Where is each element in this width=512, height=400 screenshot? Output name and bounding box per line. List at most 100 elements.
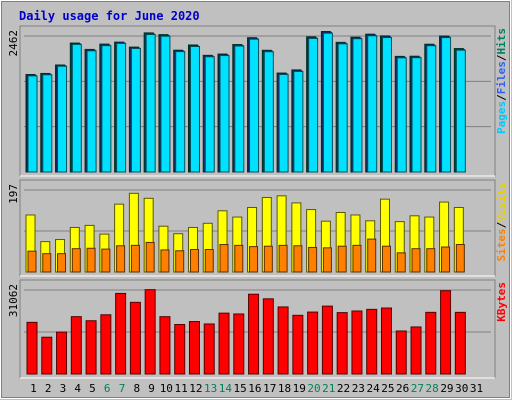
bar-kbytes-day-6	[100, 314, 112, 375]
bar-pages-day-23	[352, 38, 363, 173]
bar-pages-day-15	[234, 45, 245, 173]
bar-sites-day-30	[455, 244, 465, 273]
bar-pages-day-28	[426, 45, 437, 173]
bar-pages-day-7	[116, 42, 127, 173]
legend-kbytes: KBytes	[495, 282, 508, 322]
y-max-label: 31062	[7, 284, 20, 317]
bar-pages-day-17	[263, 51, 274, 173]
bar-kbytes-day-18	[277, 306, 289, 375]
legend-separator: /	[495, 221, 508, 228]
bar-sites-day-6	[101, 248, 111, 273]
x-tick-label-6: 6	[104, 382, 111, 395]
x-tick-label-8: 8	[133, 382, 140, 395]
bar-kbytes-day-22	[336, 312, 348, 375]
bar-sites-day-9	[145, 241, 155, 273]
y-max-label: 2462	[7, 30, 20, 57]
panel-visits_sites: 197 Sites/Visits	[7, 179, 508, 277]
x-tick-label-22: 22	[337, 382, 350, 395]
bar-pages-day-29	[441, 37, 452, 173]
bar-kbytes-day-1	[26, 321, 38, 375]
bar-kbytes-day-5	[85, 320, 97, 375]
bar-pages-day-5	[86, 50, 97, 173]
bar-pages-day-20	[308, 37, 319, 173]
x-tick-label-31: 31	[470, 382, 483, 395]
bar-kbytes-day-17	[262, 298, 274, 375]
bar-pages-day-18	[278, 74, 289, 173]
bar-kbytes-day-2	[41, 336, 53, 375]
x-tick-label-30: 30	[455, 382, 468, 395]
bar-pages-day-16	[249, 38, 260, 173]
x-tick-label-26: 26	[396, 382, 409, 395]
x-tick-label-10: 10	[160, 382, 173, 395]
bar-pages-day-10	[160, 35, 171, 173]
x-tick-label-25: 25	[381, 382, 394, 395]
bar-sites-day-29	[441, 246, 451, 273]
bar-kbytes-day-29	[440, 290, 452, 375]
bar-kbytes-day-7	[115, 292, 127, 375]
bar-kbytes-day-23	[351, 310, 363, 375]
x-tick-label-27: 27	[411, 382, 424, 395]
bar-kbytes-day-11	[174, 324, 186, 375]
bar-sites-day-24	[367, 238, 377, 273]
bar-pages-day-3	[57, 65, 68, 173]
bar-sites-day-8	[130, 244, 140, 273]
bar-kbytes-day-24	[366, 308, 378, 375]
bar-kbytes-day-30	[454, 311, 466, 375]
bar-sites-day-16	[249, 246, 259, 273]
bar-sites-day-13	[204, 249, 214, 273]
x-tick-label-14: 14	[219, 382, 233, 395]
bar-sites-day-20	[308, 246, 318, 273]
bar-sites-day-4	[71, 248, 81, 273]
x-tick-label-29: 29	[440, 382, 453, 395]
x-tick-label-24: 24	[366, 382, 380, 395]
bar-sites-day-27	[411, 248, 421, 273]
x-tick-label-17: 17	[263, 382, 276, 395]
bar-sites-day-21	[322, 247, 332, 273]
x-tick-label-7: 7	[119, 382, 126, 395]
bar-pages-day-25	[381, 37, 392, 173]
bar-sites-day-17	[263, 245, 273, 273]
bar-sites-day-19	[293, 245, 303, 273]
x-tick-label-16: 16	[248, 382, 261, 395]
legend-visits: Visits	[495, 182, 508, 222]
bar-kbytes-day-19	[292, 314, 304, 375]
bar-kbytes-day-13	[203, 323, 215, 375]
bar-pages-day-14	[219, 55, 230, 173]
bar-sites-day-5	[86, 247, 96, 273]
x-tick-label-21: 21	[322, 382, 335, 395]
bar-sites-day-15	[234, 244, 244, 273]
bar-sites-day-14	[219, 244, 229, 273]
legend-hits: Hits	[495, 28, 508, 55]
bar-kbytes-day-10	[159, 316, 171, 375]
legend-pages: Pages	[495, 101, 508, 134]
x-tick-label-4: 4	[74, 382, 81, 395]
bar-pages-day-21	[322, 32, 333, 173]
bar-pages-day-27	[411, 57, 422, 173]
x-tick-label-19: 19	[293, 382, 306, 395]
bar-pages-day-6	[101, 45, 112, 173]
bar-kbytes-day-12	[188, 321, 200, 375]
y-max-label: 197	[7, 184, 20, 204]
bar-pages-day-24	[367, 35, 378, 173]
bar-kbytes-day-21	[321, 305, 333, 375]
bar-pages-day-8	[130, 47, 141, 173]
panel-legend: KBytes	[495, 282, 508, 322]
x-tick-label-28: 28	[426, 382, 439, 395]
bar-sites-day-25	[381, 245, 391, 273]
bar-sites-day-3	[57, 253, 67, 273]
bar-sites-day-11	[175, 250, 185, 273]
legend-separator: /	[495, 54, 508, 61]
x-tick-label-3: 3	[60, 382, 67, 395]
bar-kbytes-day-15	[233, 313, 245, 375]
panel-legend: Pages/Files/Hits	[495, 28, 508, 134]
x-axis-labels: 1 2 3 4 5 6 7 8 9 10 11 12 13 14 15 16 17 18 19 20 21 22 23 24 2…	[30, 382, 483, 395]
bar-kbytes-day-28	[425, 311, 437, 375]
bar-kbytes-day-8	[129, 301, 141, 375]
bar-pages-day-1	[27, 75, 38, 173]
bar-sites-day-28	[426, 248, 436, 273]
panels: 2462Pages/Files/Hits197Sites/Visits31062…	[7, 25, 508, 379]
bar-sites-day-22	[337, 245, 347, 273]
panel-legend: Sites/Visits	[495, 182, 508, 262]
